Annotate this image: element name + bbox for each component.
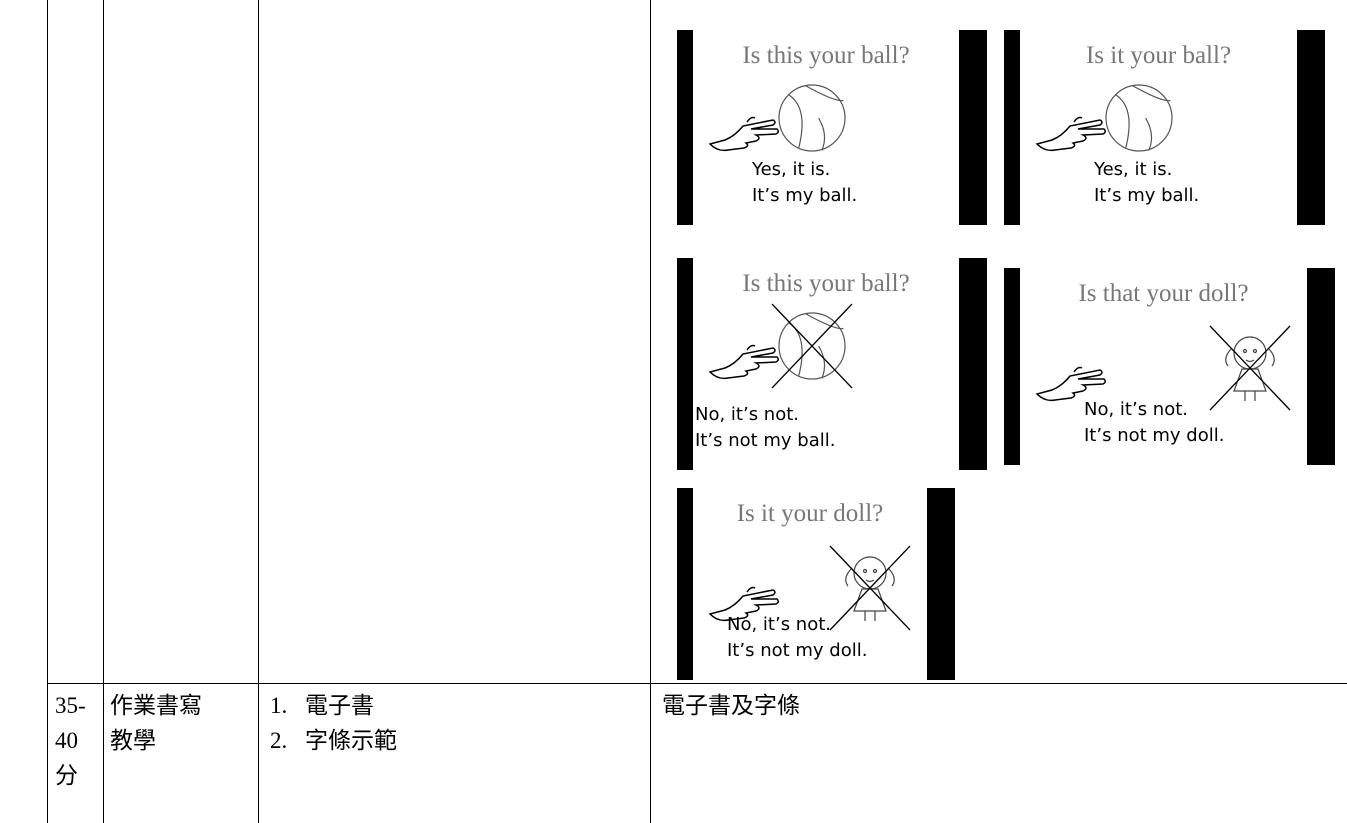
slide-text: No, it’s not. It’s not my doll. — [727, 612, 867, 664]
activity-cell: 作業書寫 教學 — [110, 688, 202, 758]
text: 教學 — [110, 728, 156, 753]
slide: Is this your ball? No, it’s not. It’s no… — [677, 258, 987, 470]
col-border — [258, 0, 259, 823]
text: 電子書及字條 — [662, 693, 800, 718]
slide: Is that your doll? No, it’s not. It’s no… — [1004, 268, 1335, 465]
slide: Is this your ball? Yes, it is. It’s my b… — [677, 30, 987, 225]
slide-title: Is that your doll? — [1078, 280, 1249, 307]
slide-text: No, it’s not. It’s not my ball. — [695, 402, 835, 454]
bar — [959, 258, 987, 470]
slide: Is it your doll? No, it’s not. It’s not … — [677, 488, 955, 680]
text: 電子書 — [305, 693, 374, 718]
illustration — [708, 84, 846, 152]
line: It’s not my doll. — [1084, 425, 1225, 446]
bar — [1307, 268, 1335, 465]
line: It’s my ball. — [752, 185, 858, 206]
slide-title: Is it your ball? — [1085, 42, 1232, 69]
line: No, it’s not. — [695, 404, 800, 425]
steps-cell: 1. 電子書 2. 字條示範 — [270, 688, 397, 758]
list-item: 2. 字條示範 — [270, 723, 397, 758]
bar — [1297, 30, 1325, 225]
text: 分 — [55, 763, 78, 788]
line: No, it’s not. — [727, 614, 832, 635]
illustration — [708, 545, 911, 631]
line: Yes, it is. — [1094, 159, 1173, 180]
slide-text: No, it’s not. It’s not my doll. — [1084, 397, 1224, 449]
number: 1. — [270, 693, 288, 718]
text: 作業書寫 — [110, 693, 202, 718]
text: 35- — [55, 693, 86, 718]
bar — [927, 488, 955, 680]
slide-title: Is it your doll? — [736, 500, 884, 527]
slide-text: Yes, it is. It’s my ball. — [752, 157, 857, 209]
list-item: 1. 電子書 — [270, 688, 397, 723]
slide-text: Yes, it is. It’s my ball. — [1094, 157, 1199, 209]
line: It’s not my ball. — [695, 430, 836, 451]
text: 40 — [55, 728, 78, 753]
number: 2. — [270, 728, 288, 753]
col-border — [650, 0, 651, 823]
bar — [677, 258, 693, 470]
bar — [1004, 30, 1020, 225]
line: Yes, it is. — [752, 159, 831, 180]
slide: Is it your ball? Yes, it is. It’s my bal… — [1004, 30, 1325, 225]
bar — [677, 30, 693, 225]
time-cell: 35- 40 分 — [55, 688, 86, 793]
slide-title: Is this your ball? — [742, 270, 910, 297]
line: No, it’s not. — [1084, 399, 1189, 420]
slide-title: Is this your ball? — [742, 42, 910, 69]
col-border — [47, 0, 48, 823]
illustration — [1035, 84, 1173, 152]
bar — [677, 488, 693, 680]
text: 字條示範 — [305, 728, 397, 753]
illustration — [1035, 325, 1291, 411]
illustration — [708, 303, 853, 389]
row-border — [47, 683, 1347, 684]
resources-cell: 電子書及字條 — [662, 688, 800, 723]
line: It’s not my doll. — [727, 640, 868, 661]
line: It’s my ball. — [1094, 185, 1200, 206]
bar — [959, 30, 987, 225]
bar — [1004, 268, 1020, 465]
col-border — [103, 0, 104, 823]
